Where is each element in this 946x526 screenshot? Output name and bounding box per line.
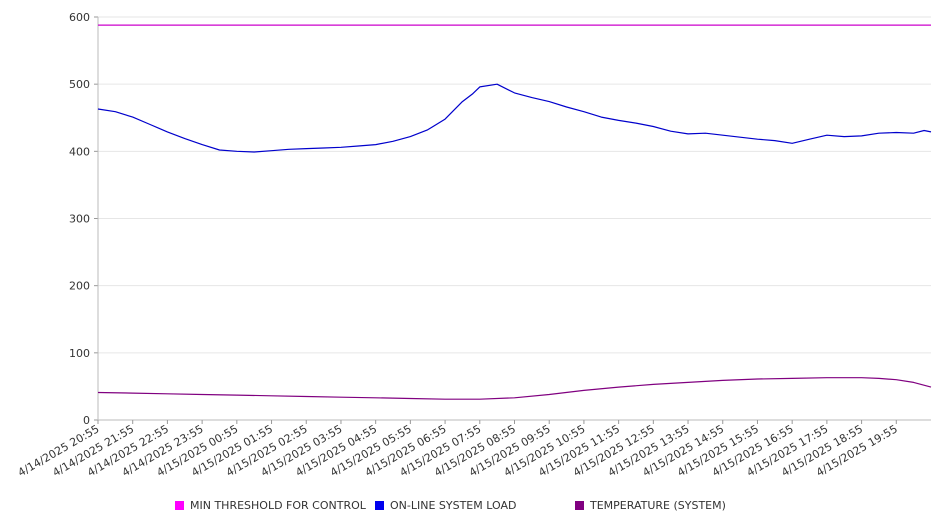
y-tick-label: 600 <box>69 11 90 24</box>
legend-label-system-load: ON-LINE SYSTEM LOAD <box>390 499 517 512</box>
legend-item-min-threshold[interactable]: MIN THRESHOLD FOR CONTROL <box>175 499 366 512</box>
y-tick-label: 200 <box>69 280 90 293</box>
grid-layer <box>98 16 931 421</box>
x-tick-labels: 4/14/2025 20:554/14/2025 21:554/14/2025 … <box>16 422 900 479</box>
legend-swatch-system-load <box>375 501 384 510</box>
axis-layer <box>94 16 897 424</box>
y-tick-label: 400 <box>69 145 90 158</box>
legend-label-min-threshold: MIN THRESHOLD FOR CONTROL <box>190 499 366 512</box>
series-layer <box>97 24 932 400</box>
series-line-system-load <box>97 83 932 153</box>
legend-swatch-min-threshold <box>175 501 184 510</box>
y-tick-labels: 0 100 200 300 400 500 600 <box>69 11 90 427</box>
legend: MIN THRESHOLD FOR CONTROL ON-LINE SYSTEM… <box>0 496 946 516</box>
y-tick-label: 0 <box>83 414 90 427</box>
legend-swatch-temperature <box>575 501 584 510</box>
y-tick-label: 300 <box>69 213 90 226</box>
legend-item-system-load[interactable]: ON-LINE SYSTEM LOAD <box>375 499 516 512</box>
y-tick-label: 100 <box>69 347 90 360</box>
series-line-temperature <box>97 377 932 400</box>
legend-item-temperature[interactable]: TEMPERATURE (SYSTEM) <box>575 499 726 512</box>
y-tick-label: 500 <box>69 78 90 91</box>
legend-label-temperature: TEMPERATURE (SYSTEM) <box>590 499 726 512</box>
